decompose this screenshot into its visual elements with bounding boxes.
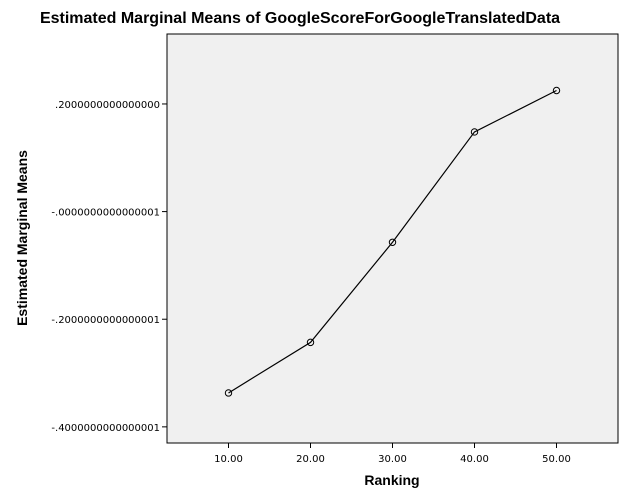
x-tick-label: 30.00 xyxy=(378,454,407,465)
series-line xyxy=(228,89,557,394)
y-tick-label: -.4000000000000001 xyxy=(51,423,160,434)
x-axis-title: Ranking xyxy=(364,472,419,488)
data-point xyxy=(306,338,315,347)
y-tick-label: -.2000000000000001 xyxy=(51,315,160,326)
y-tick-label: .2000000000000000 xyxy=(55,100,160,111)
y-axis-title: Estimated Marginal Means xyxy=(14,150,30,326)
x-tick-label: 50.00 xyxy=(542,454,571,465)
data-point xyxy=(470,128,479,136)
chart-title: Estimated Marginal Means of GoogleScoreF… xyxy=(39,10,561,27)
x-tick-label: 20.00 xyxy=(296,454,325,465)
data-point xyxy=(224,389,233,397)
y-axis: .2000000000000000 -.0000000000000001 -.200… xyxy=(51,100,167,434)
x-axis: 10.00 20.00 30.00 40.00 50.00 xyxy=(214,443,571,465)
data-point xyxy=(388,238,397,246)
plot-area xyxy=(166,33,619,444)
x-tick-label: 40.00 xyxy=(460,454,489,465)
data-point xyxy=(552,86,561,95)
y-tick-label: -.0000000000000001 xyxy=(51,208,160,219)
x-tick-label: 10.00 xyxy=(214,454,243,465)
series-group xyxy=(224,86,561,397)
